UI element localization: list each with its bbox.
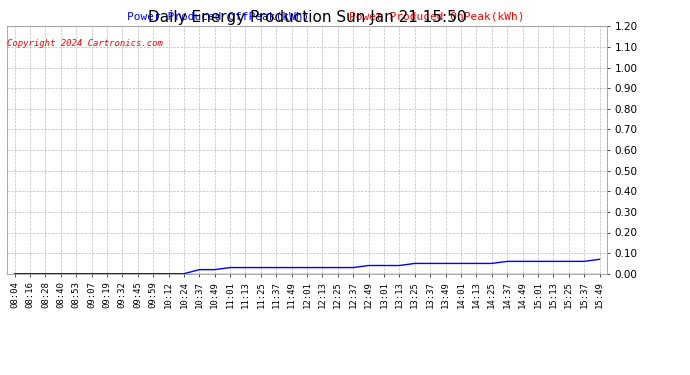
Text: Power Produced OnPeak(kWh): Power Produced OnPeak(kWh) — [349, 11, 524, 21]
Text: Power Produced OffPeak(kWh): Power Produced OffPeak(kWh) — [127, 11, 309, 21]
Text: Copyright 2024 Cartronics.com: Copyright 2024 Cartronics.com — [7, 39, 163, 48]
Title: Daily Energy Production Sun Jan 21 15:50: Daily Energy Production Sun Jan 21 15:50 — [148, 10, 466, 25]
